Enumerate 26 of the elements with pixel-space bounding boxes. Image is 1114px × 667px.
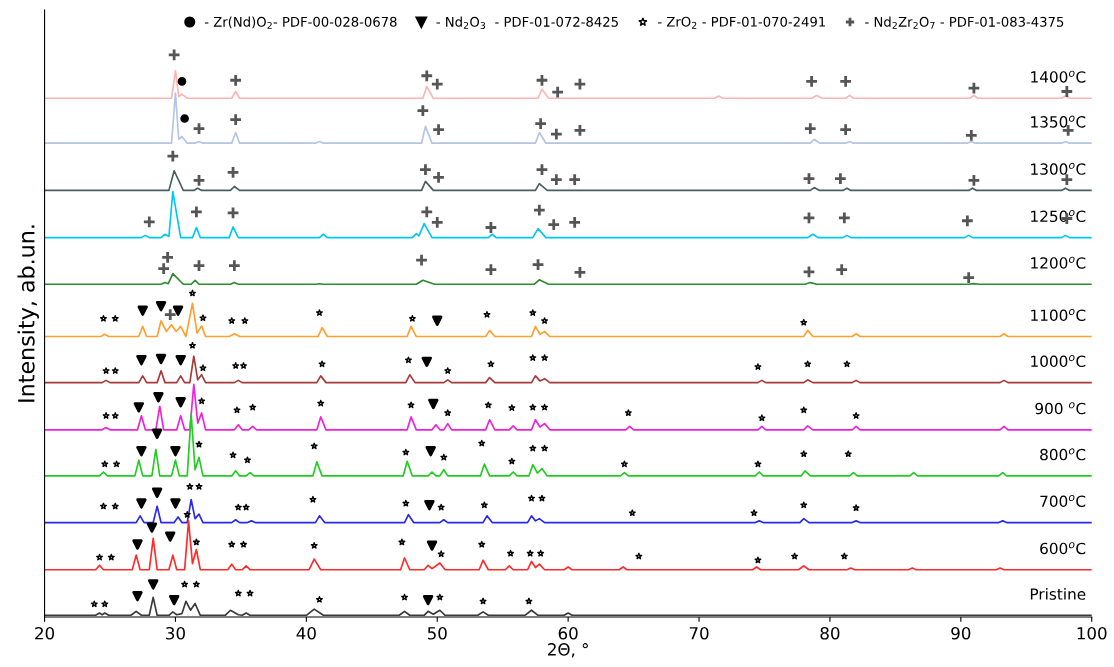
series-label: 1400$^{o}$C	[1031, 70, 1086, 83]
x-axis-title: 2Θ, °	[548, 643, 588, 658]
x-tick-label: 60	[558, 626, 578, 640]
series-label: 1100$^{o}$C	[1031, 308, 1086, 321]
x-tick-label: 30	[166, 626, 185, 640]
x-tick-label: 40	[296, 626, 316, 640]
x-tick-label: 80	[820, 626, 840, 640]
series-label: 1300$^{o}$C	[1031, 162, 1086, 175]
series-label: 800$^{o}$C	[1040, 448, 1086, 461]
x-tick-label: 90	[951, 626, 971, 640]
legend-label: - Zr(Nd)O$_{2}$- PDF-00-028-0678	[204, 16, 397, 29]
series-label: Pristine	[1030, 588, 1086, 600]
x-tick-label: 100	[1077, 626, 1107, 640]
series-label: 600$^{o}$C	[1040, 542, 1086, 555]
series-label: 700$^{o}$C	[1040, 494, 1086, 508]
y-axis-title: Intensity, ab.un.	[17, 225, 39, 402]
x-tick-label: 70	[689, 626, 709, 640]
legend-label: - Nd$_{2}$Zr$_{2}$O$_{7}$ - PDF-01-083-4375	[865, 16, 1064, 29]
legend-label: - Nd$_{2}$O$_{3}$ - PDF-01-072-8425	[436, 16, 618, 29]
series-label: 900 $^{o}$C	[1035, 402, 1086, 415]
x-tick-label: 50	[427, 626, 447, 640]
series-label: 1000$^{o}$C	[1031, 355, 1086, 368]
series-label: 1350$^{o}$C	[1031, 115, 1086, 128]
x-tick-label: 20	[35, 626, 55, 640]
legend-label: - ZrO$_{2}$ - PDF-01-070-2491	[658, 16, 826, 29]
series-label: 1200$^{o}$C	[1031, 256, 1086, 269]
